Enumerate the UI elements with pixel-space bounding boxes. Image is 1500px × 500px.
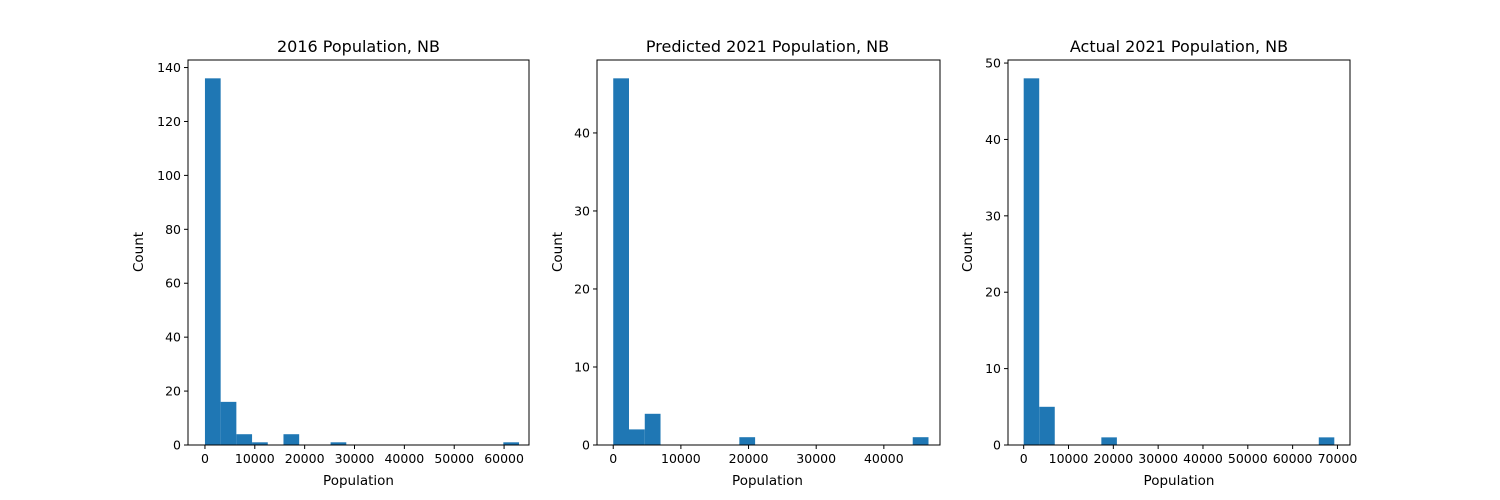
y-tick-label: 40 (985, 132, 1001, 147)
x-tick-label: 10000 (1049, 451, 1089, 466)
chart-title: Predicted 2021 Population, NB (646, 37, 889, 56)
y-axis-ticks: 0 10 20 30 40 (574, 125, 597, 453)
x-tick-label: 50000 (434, 451, 474, 466)
histogram-bar (1318, 437, 1335, 445)
y-tick-label: 30 (985, 208, 1001, 223)
x-axis-label: Population (323, 473, 394, 489)
chart-title: Actual 2021 Population, NB (1070, 37, 1288, 56)
histogram-bar (613, 78, 629, 445)
plot-frame (187, 59, 530, 446)
x-tick-label: 0 (609, 451, 617, 466)
y-tick-label: 40 (574, 125, 590, 140)
y-tick-label: 40 (165, 330, 181, 345)
x-tick-label: 60000 (484, 451, 524, 466)
histogram-bar (1023, 78, 1040, 445)
histogram-bar (236, 434, 253, 445)
histogram-bar (628, 429, 645, 445)
y-tick-label: 20 (574, 281, 590, 296)
y-tick-label: 20 (165, 384, 181, 399)
histogram-bar (220, 401, 237, 445)
x-tick-label: 40000 (384, 451, 424, 466)
x-tick-label: 20000 (729, 451, 769, 466)
y-tick-label: 100 (157, 168, 181, 183)
x-axis-ticks: 0 10000 20000 30000 40000 (609, 445, 904, 466)
y-tick-label: 80 (165, 222, 181, 237)
x-axis-label: Population (732, 473, 803, 489)
x-tick-label: 70000 (1318, 451, 1358, 466)
x-axis-ticks: 0 10000 20000 30000 40000 50000 60000 70000 (1020, 445, 1358, 466)
x-tick-label: 20000 (1093, 451, 1133, 466)
y-axis-ticks: 0 20 40 60 80 100 120 140 (157, 60, 188, 453)
histogram-bar (204, 78, 221, 445)
y-tick-label: 10 (574, 359, 590, 374)
y-axis-label: Count (131, 232, 147, 272)
y-tick-label: 60 (165, 276, 181, 291)
y-tick-label: 50 (985, 56, 1001, 71)
chart-panel-actual-2021: Actual 2021 Population, NB Population Co… (960, 37, 1357, 489)
y-tick-label: 0 (993, 438, 1001, 453)
histogram-bars (613, 78, 929, 445)
histogram-bar (739, 437, 756, 445)
histogram-bars (204, 78, 520, 445)
y-tick-label: 20 (985, 285, 1001, 300)
x-tick-label: 40000 (864, 451, 904, 466)
x-tick-label: 0 (201, 451, 209, 466)
histogram-bar (912, 437, 929, 445)
x-tick-label: 10000 (661, 451, 701, 466)
x-tick-label: 40000 (1183, 451, 1223, 466)
y-tick-label: 10 (985, 361, 1001, 376)
y-axis-ticks: 0 10 20 30 40 50 (985, 56, 1008, 453)
y-axis-label: Count (550, 232, 566, 272)
histogram-bar (503, 442, 520, 445)
x-tick-label: 10000 (235, 451, 275, 466)
histogram-bar (252, 442, 268, 445)
x-tick-label: 0 (1020, 451, 1028, 466)
plot-frame (596, 59, 941, 446)
x-axis-label: Population (1144, 473, 1215, 489)
y-axis-label: Count (960, 232, 976, 272)
y-tick-label: 0 (582, 438, 590, 453)
x-tick-label: 60000 (1273, 451, 1313, 466)
y-tick-label: 30 (574, 203, 590, 218)
histogram-bar (330, 442, 347, 445)
y-tick-label: 140 (157, 60, 181, 75)
histogram-bar (1101, 437, 1117, 445)
histogram-bar (1039, 406, 1055, 445)
histogram-bars (1023, 78, 1335, 445)
x-tick-label: 30000 (335, 451, 375, 466)
plot-frame (1007, 59, 1351, 446)
chart-title: 2016 Population, NB (277, 37, 440, 56)
y-tick-label: 120 (157, 114, 181, 129)
histogram-bar (644, 413, 661, 445)
x-tick-label: 50000 (1228, 451, 1268, 466)
x-tick-label: 30000 (796, 451, 836, 466)
chart-panel-2016: 2016 Population, NB Population Count 0 10… (131, 37, 530, 489)
x-axis-ticks: 0 10000 20000 30000 40000 50000 60000 (201, 445, 524, 466)
x-tick-label: 20000 (285, 451, 325, 466)
x-tick-label: 30000 (1138, 451, 1178, 466)
y-tick-label: 0 (173, 438, 181, 453)
chart-panel-predicted-2021: Predicted 2021 Population, NB Population… (550, 37, 941, 489)
histogram-bar (283, 434, 300, 445)
